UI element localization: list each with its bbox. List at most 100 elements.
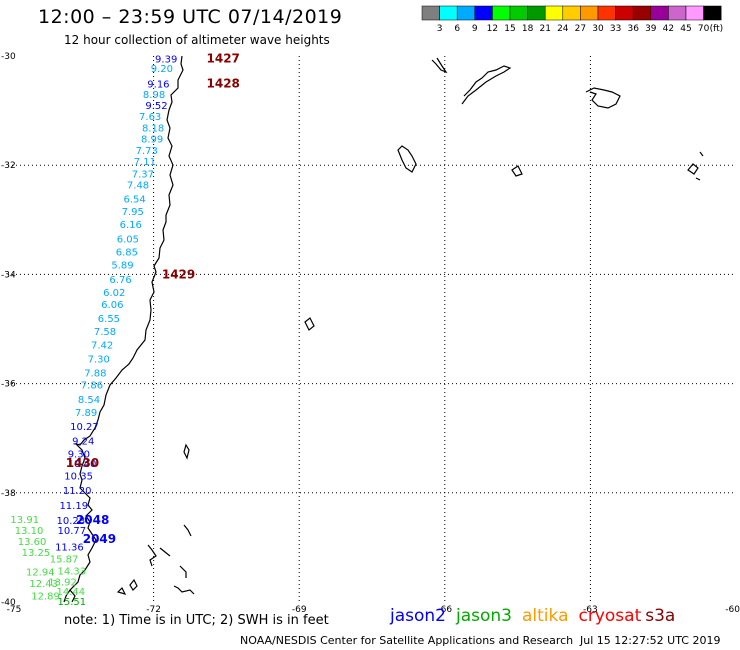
wave-height-label: 9.20 [151,64,173,75]
page-subtitle: 12 hour collection of altimeter wave hei… [64,33,330,47]
coastline-east [397,57,704,181]
wave-height-label: 10.27 [70,422,99,433]
wave-height-label: 8.18 [142,124,164,135]
lon-axis-label: -66 [437,605,452,615]
wave-height-label: 7.89 [75,408,97,419]
legend-tick-label: 21 [539,24,550,34]
lat-axis-label: -32 [1,161,16,171]
isla-small-1 [511,165,523,177]
wave-height-label: 12.43 [29,579,58,590]
island-mocha [183,443,190,460]
wave-height-label: 10.35 [64,471,93,482]
legend-tick-label: 24 [557,24,569,34]
page-title: 12:00 – 23:59 UTC 07/14/2019 [38,6,343,28]
legend-tick-label: 15 [504,24,515,34]
wave-height-label: 6.06 [101,300,123,311]
isla-small-2 [687,163,699,175]
graticule [8,56,736,602]
wave-height-labels: 9.399.20 9.168.989.527.638.188.997.737.11… [10,55,177,608]
map-frame [8,56,736,602]
pass-time-label: 1427 [207,52,240,66]
island-small-c [173,585,195,595]
wave-height-label: 7.73 [136,146,158,157]
wave-height-label: 9.52 [145,101,167,112]
island-small-e [159,547,171,557]
peninsula-east-hook [585,87,621,109]
legend-swatch [703,5,722,21]
isla-small-3 [695,177,701,181]
wave-height-label: 6.02 [103,288,125,299]
wave-height-label: 15.87 [50,554,79,565]
legend-tick-label: 27 [575,24,586,34]
wave-height-label: 7.37 [132,169,154,180]
satellite-legend-item: cryosat [578,606,642,626]
pass-time-label: 1428 [207,76,240,90]
satellite-legend-item: jason2 [390,606,446,626]
legend-swatch [562,5,581,21]
chile-coastline [63,55,184,603]
wave-height-label: 7.95 [122,207,144,218]
satellite-legend-item: altika [522,606,569,626]
footer-timestamp: Jul 15 12:27:52 UTC 2019 [580,634,721,647]
wave-height-label: 8.98 [143,90,165,101]
lon-axis-label: -69 [292,605,307,615]
isla-small-4 [699,151,704,157]
pass-time-label: 2049 [83,532,116,546]
legend-swatch [615,5,634,21]
legend-tick-label: 39 [645,24,657,34]
legend-unit: (ft) [710,24,724,34]
lon-axis-label: -63 [583,605,598,615]
wave-height-label: 6.05 [117,234,139,245]
wave-height-label: 9.16 [147,79,169,90]
coastline [63,55,315,603]
wave-height-label: 11.20 [63,486,92,497]
legend-swatch [474,5,493,21]
island-santa-maria [304,317,315,331]
pass-time-label: 1429 [162,267,195,281]
wave-height-label: 13.25 [22,548,51,559]
legend-tick-label: 6 [454,24,460,34]
satellite-legend-item: s3a [645,606,676,626]
wave-height-label: 6.54 [124,195,146,206]
wave-height-label: 15.51 [58,597,87,608]
wave-height-label: 9.39 [155,55,177,66]
wave-height-label: 7.58 [94,327,116,338]
island-chiloe-north [69,589,76,603]
wave-height-label: 13.92 [48,577,77,588]
wave-height-label: 6.16 [120,220,142,231]
legend-tick-label: 36 [627,24,639,34]
legend-tick-label: 3 [437,24,443,34]
wave-height-label: 13.91 [10,515,39,526]
pass-time-label: 1430 [66,456,99,470]
wave-height-label: 10.28 [57,516,86,527]
wave-height-label: 13.10 [15,526,44,537]
legend-tick-label: 70 [698,24,710,34]
wave-height-label: 7.86 [81,381,103,392]
legend-tick-label: 33 [610,24,621,34]
wave-height-label: 13.60 [18,537,47,548]
wave-height-label: 9.24 [72,436,94,447]
wave-height-label: 8.54 [78,395,100,406]
wave-height-label: 12.94 [26,567,55,578]
legend-swatch [527,5,546,21]
wave-height-label: 6.85 [116,247,138,258]
pass-time-labels: 1427 1428 1429 1430 2048 2049 [66,52,240,546]
legend-tick-label: 9 [472,24,478,34]
wave-height-label: 8.99 [141,134,163,145]
legend-swatch [509,5,528,21]
island-small-g [183,524,192,537]
lat-axis-label: -30 [1,52,16,62]
wave-height-label: 11.19 [59,501,88,512]
wave-height-label: 14.33 [58,566,87,577]
wave-height-label: 7.88 [84,369,106,380]
legend-swatch [668,5,687,21]
wave-height-label: 7.42 [91,340,113,351]
legend-swatch [580,5,599,21]
island-small-a [129,578,138,591]
lon-axis-label: -60 [725,605,740,615]
wave-height-label: 10.77 [58,526,87,537]
lon-axis-label: -72 [146,605,161,615]
wave-height-label: 10.40 [68,459,97,470]
lat-axis-label: -40 [1,598,16,608]
